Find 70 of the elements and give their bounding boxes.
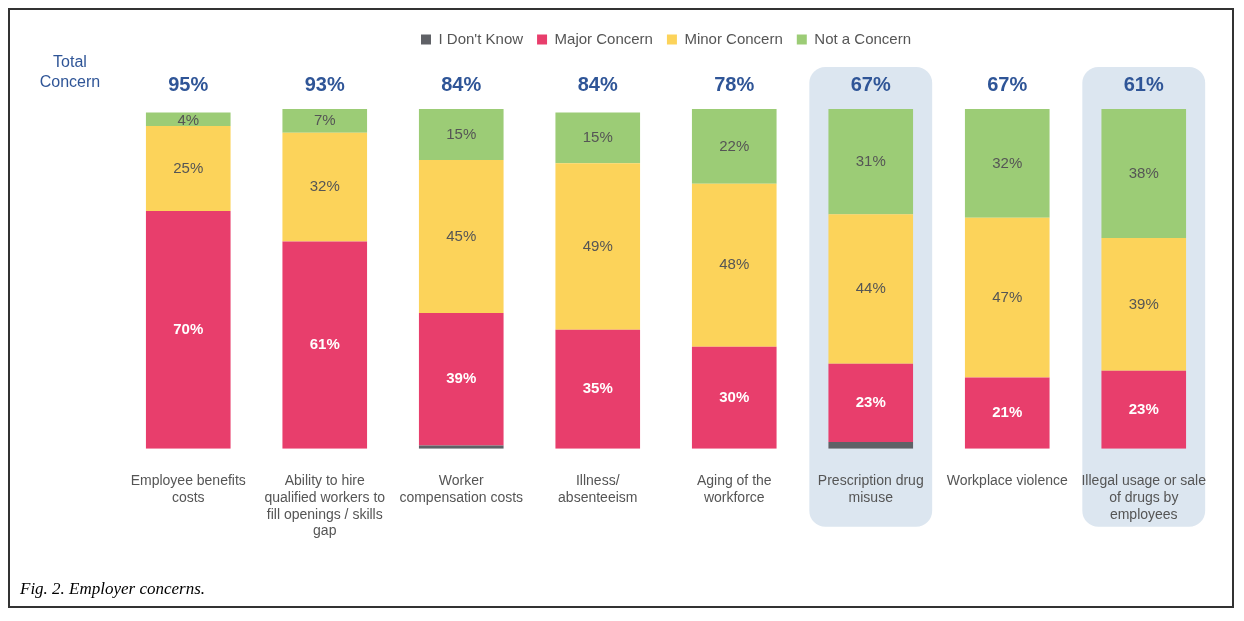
- data-label: 47%: [992, 287, 1023, 305]
- bar: [1101, 238, 1187, 371]
- x-tick-label: Illegal usage or sale of drugs by employees: [1081, 472, 1207, 522]
- data-label: 30%: [719, 387, 750, 405]
- bar: [964, 217, 1050, 378]
- x-tick-label: Prescription drug misuse: [817, 472, 924, 505]
- bar: [145, 210, 231, 449]
- data-label: 15%: [446, 124, 477, 142]
- data-label: 45%: [446, 226, 477, 244]
- text: 78%: [714, 72, 755, 95]
- text: 67%: [987, 72, 1028, 95]
- data-label: 15%: [582, 128, 613, 146]
- text: 84%: [577, 72, 618, 95]
- text: 84%: [441, 72, 482, 95]
- data-label: 70%: [173, 320, 204, 338]
- bar: [828, 214, 914, 364]
- data-label: 44%: [855, 279, 886, 297]
- text: 67%: [850, 72, 891, 95]
- text: Total Concern: [39, 53, 101, 91]
- bar: [145, 125, 231, 211]
- bar: [418, 109, 504, 160]
- data-label: 22%: [719, 136, 750, 154]
- bar: [418, 312, 504, 446]
- data-label: 23%: [855, 393, 886, 411]
- text: 61%: [1123, 72, 1164, 95]
- caption: Fig. 2. Employer concerns.: [19, 579, 206, 599]
- x-tick-label: Illness/ absenteeism: [558, 472, 638, 505]
- data-label: 48%: [719, 255, 750, 273]
- bar: [282, 241, 368, 449]
- data-label: 32%: [309, 177, 340, 195]
- bar: [555, 112, 641, 164]
- data-label: 31%: [855, 151, 886, 169]
- data-label: 32%: [992, 153, 1023, 171]
- data-label: 38%: [1128, 163, 1159, 181]
- data-label: 49%: [582, 236, 613, 254]
- bar: [555, 163, 641, 330]
- legend-label: Not a Concern: [814, 29, 912, 47]
- text: 93%: [304, 72, 345, 95]
- data-label: 35%: [582, 379, 613, 397]
- legend-label: Major Concern: [554, 29, 653, 47]
- bar: [964, 109, 1050, 218]
- bar: [282, 109, 368, 133]
- data-label: 39%: [1128, 294, 1159, 312]
- data-label: 7%: [313, 111, 336, 129]
- data-label: 23%: [1128, 399, 1159, 417]
- bar: [1101, 109, 1187, 239]
- bar: [828, 363, 914, 442]
- bar: [555, 329, 641, 449]
- x-tick-label: Aging of the workforce: [696, 472, 772, 505]
- bar: [828, 109, 914, 215]
- bar: [282, 132, 368, 242]
- data-label: 4%: [177, 110, 200, 128]
- x-tick-label: Workplace violence: [946, 472, 1069, 489]
- data-label: 39%: [446, 369, 477, 387]
- data-label: 25%: [173, 158, 204, 176]
- bar: [145, 112, 231, 126]
- legend-label: Minor Concern: [684, 29, 783, 47]
- data-label: 61%: [309, 335, 340, 353]
- bar: [691, 183, 777, 347]
- bar: [964, 377, 1050, 449]
- x-tick-label: Ability to hire qualified workers to fill openings / skills gap: [264, 472, 386, 539]
- legend-label: I Don't Know: [438, 29, 524, 47]
- x-tick-label: Employee benefits costs: [130, 472, 246, 505]
- text: 95%: [168, 72, 209, 95]
- data-label: 21%: [992, 403, 1023, 421]
- bar: [418, 159, 504, 313]
- x-tick-label: Worker compensation costs: [399, 472, 524, 505]
- bar: [691, 109, 777, 184]
- bar: [1101, 370, 1187, 449]
- bar: [691, 346, 777, 449]
